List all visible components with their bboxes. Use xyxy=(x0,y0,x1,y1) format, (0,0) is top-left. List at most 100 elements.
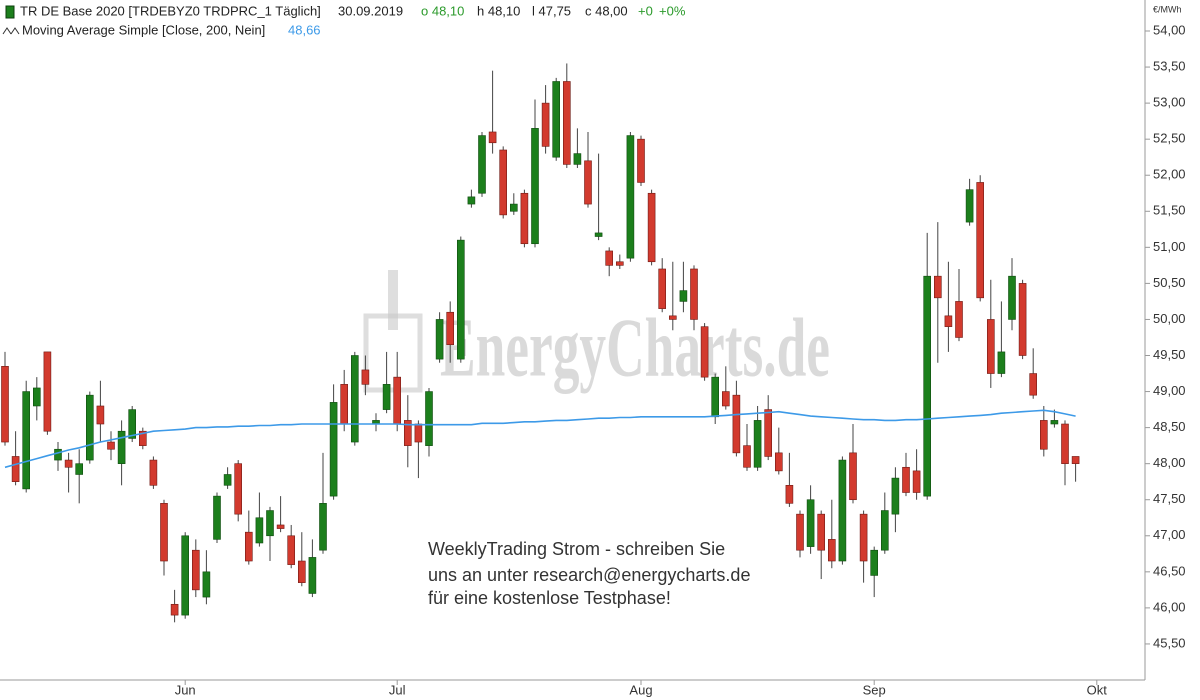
candle-body xyxy=(902,466,910,493)
annotation: WeeklyTrading Strom - schreiben Sie xyxy=(428,539,725,559)
candle-body xyxy=(181,535,189,616)
candle-body xyxy=(223,474,232,486)
date: 30.09.2019 xyxy=(338,3,403,18)
candle-body xyxy=(266,510,274,537)
candle-body xyxy=(43,351,52,432)
candle-body xyxy=(594,232,603,237)
y-tick-label: 52,50 xyxy=(1153,131,1186,146)
legend-entry: Moving Average Simple [Close, 200, Nein] xyxy=(22,22,265,37)
candle-body xyxy=(785,485,794,504)
candle-body xyxy=(1061,423,1069,464)
candle-body xyxy=(255,517,264,544)
candle-body xyxy=(944,315,953,327)
candle-body xyxy=(658,268,667,309)
candle-body xyxy=(319,503,327,551)
candle-body xyxy=(117,430,126,464)
candle-body xyxy=(753,420,762,468)
candle-body xyxy=(880,510,889,551)
y-tick-label: 53,00 xyxy=(1153,95,1186,110)
x-tick-label: Aug xyxy=(629,682,652,697)
candle-body xyxy=(573,153,582,165)
y-tick-label: 53,50 xyxy=(1153,59,1186,74)
x-tick-label: Jul xyxy=(389,682,406,697)
candle-body xyxy=(584,160,592,205)
candle-body xyxy=(245,531,253,562)
y-tick-label: 48,00 xyxy=(1153,455,1186,470)
candle-body xyxy=(764,409,773,457)
candle-body xyxy=(350,355,359,443)
candle-body xyxy=(382,384,391,410)
y-tick-label: 54,00 xyxy=(1153,22,1186,37)
candle-body xyxy=(361,369,370,385)
candle-body xyxy=(997,351,1006,374)
watermark-bar xyxy=(388,270,398,330)
candle-body xyxy=(912,470,921,493)
y-tick-label: 51,00 xyxy=(1153,239,1186,254)
candle-body xyxy=(54,448,62,461)
candle-body xyxy=(976,182,985,299)
candle-body xyxy=(605,250,614,266)
candle-body xyxy=(965,189,974,223)
candle-body xyxy=(96,405,105,425)
series-icon xyxy=(5,5,15,19)
annotation: für eine kostenlose Testphase! xyxy=(428,588,671,608)
candle-body xyxy=(531,128,539,245)
candle-body xyxy=(955,301,963,338)
y-tick-label: 47,00 xyxy=(1153,527,1186,542)
candle-body xyxy=(1050,420,1059,425)
candle-body xyxy=(891,477,900,515)
candle-body xyxy=(637,138,645,183)
candle-body xyxy=(933,275,942,299)
candle-body xyxy=(541,102,550,147)
candle-body xyxy=(859,513,868,562)
candle-body xyxy=(403,420,412,446)
candle-body xyxy=(827,539,836,562)
candle-body xyxy=(796,513,804,551)
candle-body xyxy=(1008,275,1016,320)
candle-body xyxy=(435,319,444,360)
candle-body xyxy=(520,192,529,245)
candle-body xyxy=(870,549,879,576)
candle-body xyxy=(22,391,31,490)
candle-body xyxy=(626,135,635,259)
candle-body xyxy=(509,203,518,212)
candle-body xyxy=(1071,456,1080,464)
x-tick-label: Sep xyxy=(863,682,886,697)
ohlc-label: c 48,00 xyxy=(585,3,628,18)
y-tick-label: 49,00 xyxy=(1153,383,1186,398)
candle-body xyxy=(149,459,158,486)
annotation: uns an unter research@energycharts.de xyxy=(428,565,750,585)
candle-body xyxy=(615,261,624,266)
candle-body xyxy=(287,535,296,565)
plot xyxy=(1,63,1080,623)
candle-body xyxy=(679,290,688,302)
candle-body xyxy=(456,239,465,360)
candle-body xyxy=(923,275,932,497)
candle-body xyxy=(467,196,476,205)
y-tick-label: 52,00 xyxy=(1153,167,1186,182)
candle-body xyxy=(838,459,847,562)
watermark-text: EnergyCharts.de xyxy=(440,301,830,394)
candle-body xyxy=(308,557,317,594)
candle-body xyxy=(721,391,730,407)
candle-body xyxy=(668,315,677,320)
candle-body xyxy=(552,81,561,158)
candle-body xyxy=(478,135,486,194)
candle-body xyxy=(425,391,433,446)
candle-body xyxy=(986,319,995,374)
candle-body xyxy=(1,366,9,443)
candle-body xyxy=(1029,373,1037,396)
candle-body xyxy=(64,459,73,468)
candle-body xyxy=(139,430,147,446)
candle-body xyxy=(170,603,179,616)
y-tick-label: 45,50 xyxy=(1153,635,1186,650)
y-tick-label: 48,50 xyxy=(1153,419,1186,434)
ohlc-label: o 48,10 xyxy=(421,3,464,18)
y-tick-label: 46,50 xyxy=(1153,563,1186,578)
y-tick-label: 46,00 xyxy=(1153,599,1186,614)
candle-body xyxy=(160,503,168,562)
y-tick-label: 51,50 xyxy=(1153,203,1186,218)
candle-body xyxy=(499,149,508,216)
candle-body xyxy=(817,513,826,551)
